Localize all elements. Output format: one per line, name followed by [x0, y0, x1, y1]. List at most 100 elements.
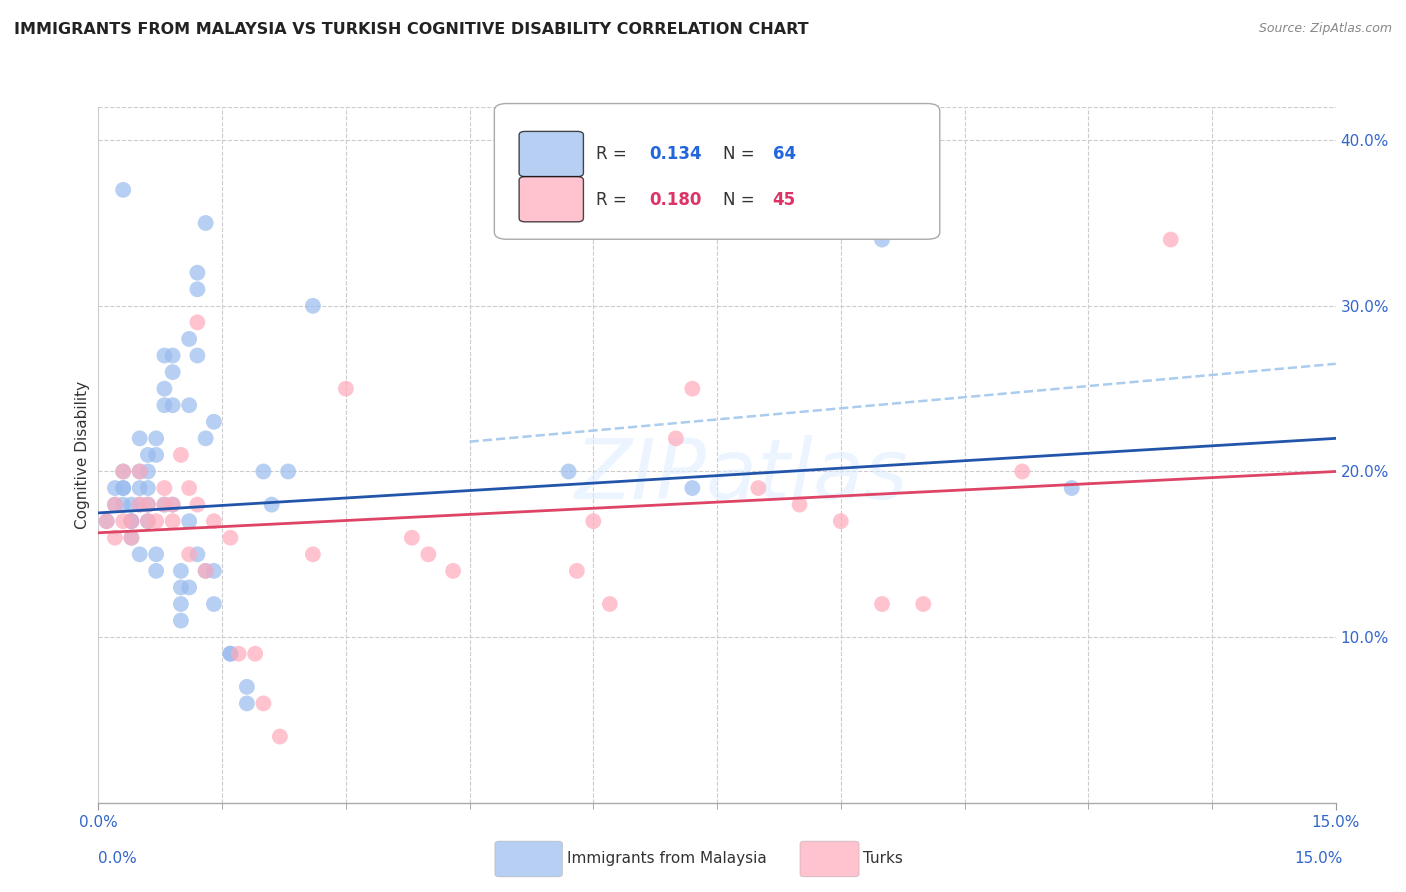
Point	[302, 299, 325, 313]
Point	[136, 465, 159, 479]
Point	[104, 531, 127, 545]
Point	[186, 266, 208, 280]
Point	[128, 547, 150, 561]
Point	[120, 498, 142, 512]
Text: 0.134: 0.134	[650, 145, 702, 163]
Point	[219, 647, 242, 661]
Point	[112, 465, 135, 479]
Point	[179, 514, 201, 528]
Point	[186, 349, 208, 363]
Point	[136, 514, 159, 528]
Point	[870, 597, 893, 611]
Text: IMMIGRANTS FROM MALAYSIA VS TURKISH COGNITIVE DISABILITY CORRELATION CHART: IMMIGRANTS FROM MALAYSIA VS TURKISH COGN…	[14, 22, 808, 37]
Point	[1060, 481, 1083, 495]
Point	[112, 481, 135, 495]
Point	[236, 697, 259, 711]
Point	[681, 382, 703, 396]
Text: 0.0%: 0.0%	[98, 851, 138, 865]
Text: Source: ZipAtlas.com: Source: ZipAtlas.com	[1258, 22, 1392, 36]
Point	[194, 431, 217, 445]
Point	[418, 547, 440, 561]
Point	[401, 531, 423, 545]
Point	[120, 531, 142, 545]
Point	[112, 465, 135, 479]
Point	[912, 597, 935, 611]
Point	[136, 514, 159, 528]
Point	[162, 498, 184, 512]
Text: ZIPatlas: ZIPatlas	[575, 435, 908, 516]
Point	[186, 282, 208, 296]
Point	[599, 597, 621, 611]
Point	[153, 498, 176, 512]
Point	[179, 332, 201, 346]
Point	[252, 697, 274, 711]
Point	[96, 514, 118, 528]
Point	[170, 597, 193, 611]
Point	[153, 481, 176, 495]
Text: 45: 45	[773, 191, 796, 209]
Point	[186, 498, 208, 512]
Point	[277, 465, 299, 479]
Point	[186, 315, 208, 329]
Point	[228, 647, 250, 661]
Point	[120, 531, 142, 545]
Point	[136, 481, 159, 495]
Point	[136, 448, 159, 462]
Point	[104, 498, 127, 512]
Point	[582, 514, 605, 528]
Point	[162, 349, 184, 363]
Point	[128, 465, 150, 479]
Text: R =: R =	[596, 191, 631, 209]
Point	[236, 680, 259, 694]
Point	[179, 581, 201, 595]
Point	[302, 547, 325, 561]
Point	[252, 465, 274, 479]
Point	[104, 498, 127, 512]
Point	[186, 547, 208, 561]
Point	[789, 498, 811, 512]
Point	[128, 498, 150, 512]
Point	[170, 581, 193, 595]
Point	[269, 730, 291, 744]
Point	[179, 547, 201, 561]
Y-axis label: Cognitive Disability: Cognitive Disability	[75, 381, 90, 529]
Point	[681, 481, 703, 495]
Point	[112, 514, 135, 528]
Point	[153, 349, 176, 363]
FancyBboxPatch shape	[519, 177, 583, 222]
Point	[136, 498, 159, 512]
Point	[120, 514, 142, 528]
Point	[112, 183, 135, 197]
Point	[128, 431, 150, 445]
Point	[153, 382, 176, 396]
Point	[870, 233, 893, 247]
Point	[128, 498, 150, 512]
Point	[260, 498, 283, 512]
Text: N =: N =	[723, 191, 761, 209]
Point	[145, 431, 167, 445]
Point	[153, 498, 176, 512]
Point	[1011, 465, 1033, 479]
Point	[120, 514, 142, 528]
Point	[145, 448, 167, 462]
Point	[179, 481, 201, 495]
Text: Immigrants from Malaysia: Immigrants from Malaysia	[567, 851, 766, 865]
Point	[120, 514, 142, 528]
Point	[145, 564, 167, 578]
Point	[170, 448, 193, 462]
Point	[202, 597, 225, 611]
Text: 15.0%: 15.0%	[1295, 851, 1343, 865]
Point	[830, 514, 852, 528]
Point	[170, 614, 193, 628]
Point	[128, 481, 150, 495]
FancyBboxPatch shape	[519, 131, 583, 177]
Text: N =: N =	[723, 145, 761, 163]
Point	[170, 564, 193, 578]
Point	[243, 647, 266, 661]
Point	[202, 564, 225, 578]
Text: R =: R =	[596, 145, 631, 163]
Point	[162, 498, 184, 512]
Point	[112, 481, 135, 495]
Point	[162, 514, 184, 528]
Point	[441, 564, 464, 578]
